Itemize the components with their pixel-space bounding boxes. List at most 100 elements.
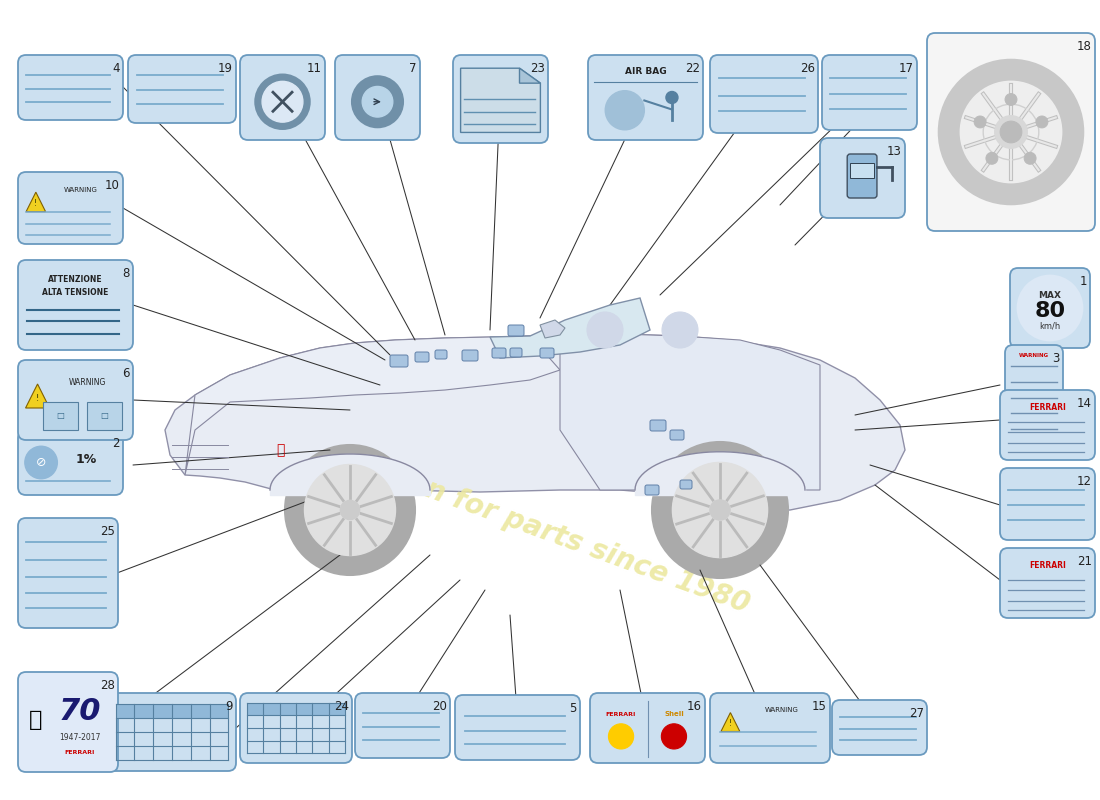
Circle shape [662,312,698,348]
Text: 28: 28 [100,679,116,692]
Text: 6: 6 [122,367,130,380]
Circle shape [710,500,730,520]
FancyBboxPatch shape [453,55,548,143]
FancyBboxPatch shape [847,154,877,198]
Circle shape [666,91,678,103]
Circle shape [1000,121,1022,143]
FancyBboxPatch shape [822,55,917,130]
Text: 8: 8 [122,267,130,280]
FancyBboxPatch shape [710,693,830,763]
Text: 20: 20 [432,700,447,713]
Text: FERRARI: FERRARI [1030,561,1066,570]
Text: 16: 16 [688,700,702,713]
FancyBboxPatch shape [1000,468,1094,540]
FancyBboxPatch shape [18,518,118,628]
FancyBboxPatch shape [18,672,118,772]
Circle shape [362,86,393,117]
Circle shape [960,82,1062,182]
Text: 18: 18 [1077,40,1092,53]
FancyBboxPatch shape [415,352,429,362]
Text: !: ! [36,394,40,403]
FancyBboxPatch shape [670,430,684,440]
FancyBboxPatch shape [540,348,554,358]
Circle shape [975,116,986,128]
Text: 🐴: 🐴 [30,710,43,730]
Text: WARNING: WARNING [64,187,98,193]
Circle shape [661,724,686,749]
Text: □: □ [100,411,108,420]
Circle shape [262,82,303,122]
Text: passion for parts since 1980: passion for parts since 1980 [327,441,754,619]
Polygon shape [25,384,50,408]
FancyBboxPatch shape [18,360,133,440]
Text: 10: 10 [106,179,120,192]
Text: FERRARI: FERRARI [65,750,96,754]
Circle shape [25,446,57,478]
FancyBboxPatch shape [850,163,875,178]
Circle shape [605,90,645,130]
FancyBboxPatch shape [18,172,123,244]
FancyBboxPatch shape [1010,268,1090,348]
Text: AIR BAG: AIR BAG [625,67,667,77]
Text: ALTA TENSIONE: ALTA TENSIONE [42,288,109,297]
Text: 2: 2 [112,437,120,450]
Text: 80: 80 [1034,301,1066,321]
Circle shape [652,442,788,578]
FancyBboxPatch shape [128,55,236,123]
Text: 4: 4 [112,62,120,75]
FancyBboxPatch shape [645,485,659,495]
Circle shape [352,76,403,127]
FancyBboxPatch shape [492,348,506,358]
Text: !: ! [729,719,732,728]
FancyBboxPatch shape [434,350,447,359]
Text: 11: 11 [307,62,322,75]
FancyBboxPatch shape [820,138,905,218]
Circle shape [1018,276,1082,340]
FancyBboxPatch shape [240,55,324,140]
FancyBboxPatch shape [18,55,123,120]
FancyBboxPatch shape [116,704,229,718]
Circle shape [285,445,415,575]
Circle shape [305,465,396,555]
FancyBboxPatch shape [462,350,478,361]
Circle shape [938,60,1084,204]
Circle shape [340,500,360,520]
FancyBboxPatch shape [240,693,352,763]
Circle shape [672,462,768,558]
FancyBboxPatch shape [455,695,580,760]
FancyBboxPatch shape [355,693,450,758]
FancyBboxPatch shape [508,325,524,336]
FancyBboxPatch shape [590,693,705,763]
Text: FERRARI: FERRARI [1030,403,1066,412]
Text: □: □ [56,411,65,420]
Text: 70: 70 [58,698,101,726]
Circle shape [608,724,634,749]
FancyBboxPatch shape [18,430,123,495]
Polygon shape [461,68,540,133]
Circle shape [255,74,310,129]
Text: 7: 7 [409,62,417,75]
Polygon shape [540,320,565,338]
Text: !: ! [34,198,37,208]
Polygon shape [165,334,905,510]
Polygon shape [185,336,560,475]
Text: MAX: MAX [1038,291,1061,300]
FancyBboxPatch shape [246,702,345,715]
Text: 15: 15 [812,700,827,713]
Text: 9: 9 [226,700,233,713]
Circle shape [994,116,1027,148]
Text: 22: 22 [685,62,700,75]
FancyBboxPatch shape [710,55,818,133]
FancyBboxPatch shape [1005,345,1063,450]
Text: 1%: 1% [76,453,97,466]
FancyBboxPatch shape [588,55,703,140]
Polygon shape [519,68,540,83]
Polygon shape [490,298,650,358]
FancyBboxPatch shape [87,402,121,430]
Text: 25: 25 [100,525,116,538]
Text: 5: 5 [570,702,578,715]
FancyBboxPatch shape [108,693,236,771]
Polygon shape [26,192,45,212]
Text: ATTENZIONE: ATTENZIONE [48,275,102,284]
Text: 13: 13 [887,145,902,158]
